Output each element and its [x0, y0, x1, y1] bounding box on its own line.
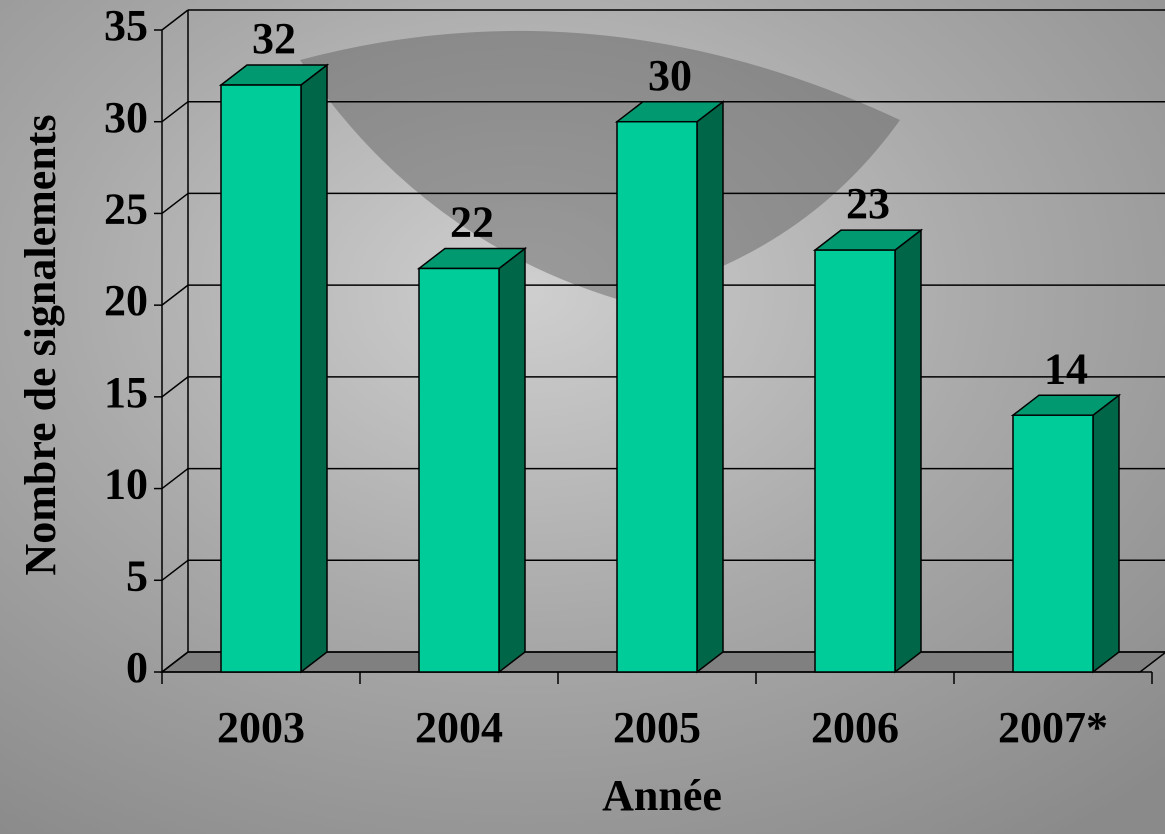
value-label: 22: [450, 198, 494, 247]
x-tick-label: 2005: [613, 703, 701, 752]
x-tick-label: 2004: [415, 703, 503, 752]
grid-line: [161, 559, 189, 581]
bar: [418, 267, 500, 673]
bar: [220, 84, 302, 673]
grid-line: [161, 101, 189, 123]
bar: [616, 120, 698, 673]
value-label: 32: [252, 14, 296, 63]
x-tick-label: 2007*: [998, 703, 1108, 752]
bar: [1012, 414, 1094, 673]
background-shade: [300, 30, 900, 301]
grid-line: [161, 376, 189, 398]
bar-side: [300, 63, 328, 674]
y-tick-label: 25: [104, 185, 148, 234]
x-axis-label: Année: [602, 771, 722, 820]
grid-line: [161, 284, 189, 306]
value-label: 14: [1044, 344, 1088, 393]
bar-side: [1092, 393, 1120, 674]
y-axis-label: Nombre de signalements: [16, 114, 65, 575]
bar-side: [894, 228, 922, 674]
value-label: 23: [846, 179, 890, 228]
y-tick-label: 10: [104, 460, 148, 509]
grid-line: [161, 651, 189, 673]
y-tick-label: 35: [104, 1, 148, 50]
bar-side: [498, 246, 526, 674]
y-tick-label: 0: [126, 643, 148, 692]
y-tick-label: 5: [126, 551, 148, 600]
grid-line: [161, 467, 189, 490]
x-tick-label: 2006: [811, 703, 899, 752]
bar: [814, 249, 896, 673]
bar-side: [696, 100, 724, 674]
x-tick-label: 2003: [217, 703, 305, 752]
grid-line: [161, 192, 189, 215]
y-tick-label: 30: [104, 93, 148, 142]
value-label: 30: [648, 51, 692, 100]
grid-line: [161, 9, 189, 31]
y-tick-label: 20: [104, 276, 148, 325]
y-tick-label: 15: [104, 368, 148, 417]
